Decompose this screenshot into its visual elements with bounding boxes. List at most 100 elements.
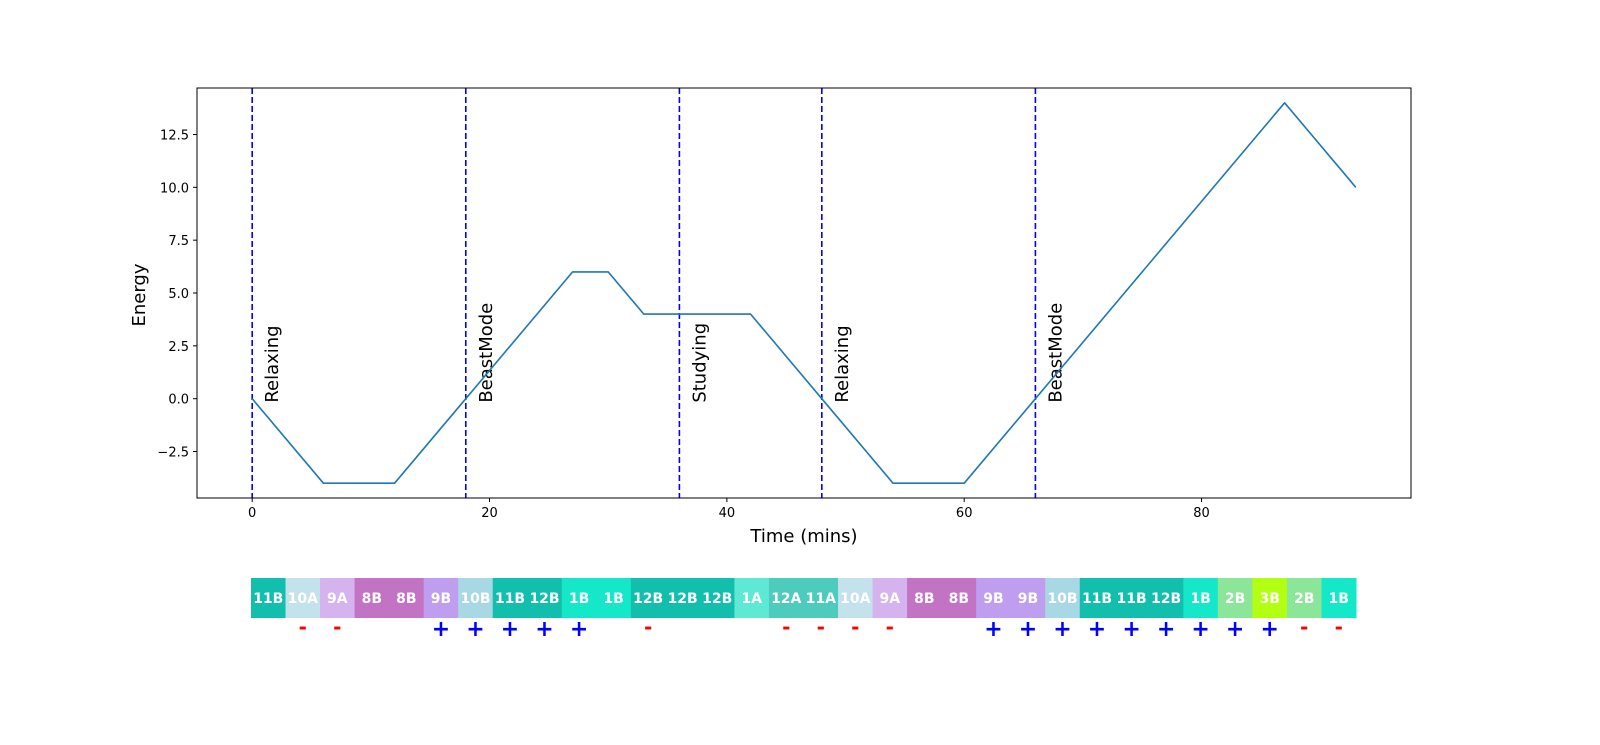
key-strip-cell [527,578,563,618]
key-strip-cell [423,578,459,618]
key-strip-cell [1286,578,1322,618]
key-strip-cell-label: 9B [431,591,451,607]
key-strip-cell [803,578,839,618]
plus-marker: + [535,617,553,642]
key-strip-cell [492,578,528,618]
plus-marker: + [1226,617,1244,642]
key-strip-cell [285,578,321,618]
y-axis-label: Energy [129,263,150,326]
y-tick-label: 2.5 [168,340,189,355]
key-strip-cell-label: 11B [1116,591,1146,607]
minus-marker: - [851,615,859,639]
key-strip-cell-label: 11B [1082,591,1112,607]
key-strip-cell-label: 2B [1225,591,1245,607]
key-strip-cell [320,578,356,618]
x-tick-label: 20 [481,506,498,521]
key-strip-cell-label: 12B [529,591,559,607]
minus-marker: - [644,615,652,639]
key-strip-cell [1321,578,1357,618]
key-strip-cell [1148,578,1184,618]
minus-marker: - [333,615,341,639]
plus-marker: + [1019,617,1037,642]
key-strip-cell-label: 12B [668,591,698,607]
key-strip-cell-label: 1B [1329,591,1349,607]
key-strip-cell [941,578,977,618]
key-strip-cell-label: 12B [633,591,663,607]
phase-label: Relaxing [262,325,283,402]
key-strip-cell [1183,578,1219,618]
key-strip-cell-label: 12B [1151,591,1181,607]
key-strip-cell [1114,578,1150,618]
key-strip-cell-label: 8B [362,591,382,607]
plus-marker: + [501,617,519,642]
key-strip-cell-label: 3B [1259,591,1279,607]
key-strip-cell-label: 8B [914,591,934,607]
plot-frame [196,87,1412,499]
phase-label: BeastMode [1045,303,1066,403]
key-strip: 11B 10A-9A-8B 8B 9B+10B+11B+12B+1B+1B 12B-12… [251,578,1357,642]
y-tick-label: 12.5 [160,128,189,143]
key-strip-cell-label: 9B [1018,591,1038,607]
key-strip-cell-label: 11B [253,591,283,607]
phase-label: Relaxing [832,325,853,402]
plus-marker: + [984,617,1002,642]
key-strip-cell-label: 10B [1047,591,1077,607]
key-strip-cell [1010,578,1046,618]
x-axis-label: Time (mins) [749,526,857,547]
plus-marker: + [466,617,484,642]
y-tick-label: 7.5 [168,234,189,249]
key-strip-cell [251,578,287,618]
key-strip-cell [596,578,632,618]
plus-marker: + [1157,617,1175,642]
key-strip-cell [630,578,666,618]
plus-marker: + [1260,617,1278,642]
key-strip-cell-label: 2B [1294,591,1314,607]
key-strip-cell-label: 1B [1190,591,1210,607]
key-strip-cell [838,578,874,618]
minus-marker: - [782,615,790,639]
key-strip-cell [1217,578,1253,618]
plus-marker: + [1053,617,1071,642]
key-strip-cell [872,578,908,618]
x-tick-label: 60 [956,506,973,521]
y-tick-label: −2.5 [157,446,189,461]
key-strip-cell [976,578,1012,618]
key-strip-cell [699,578,735,618]
key-strip-cell-label: 1A [741,591,762,607]
key-strip-cell-label: 8B [396,591,416,607]
key-strip-cell [1045,578,1081,618]
x-tick-label: 80 [1193,506,1210,521]
key-strip-cell [734,578,770,618]
key-strip-cell-label: 12A [771,591,801,607]
minus-marker: - [1335,615,1343,639]
minus-marker: - [299,615,307,639]
minus-marker: - [886,615,894,639]
key-strip-cell [1252,578,1288,618]
key-strip-cell-label: 9A [880,591,901,607]
y-tick-label: 10.0 [160,181,189,196]
minus-marker: - [1300,615,1308,639]
key-strip-cell-label: 11B [495,591,525,607]
phase-label: Studying [689,323,710,403]
key-strip-cell [458,578,494,618]
key-strip-cell-label: 10A [288,591,318,607]
phase-label: BeastMode [476,303,497,403]
key-strip-cell-label: 1B [569,591,589,607]
key-strip-cell [354,578,390,618]
key-strip-cell-label: 1B [603,591,623,607]
key-strip-cell-label: 9B [983,591,1003,607]
y-tick-label: 0.0 [168,393,189,408]
plus-marker: + [1088,617,1106,642]
key-strip-cell [1079,578,1115,618]
key-strip-cell-label: 10B [460,591,490,607]
key-strip-cell-label: 11A [806,591,836,607]
key-strip-cell-label: 8B [949,591,969,607]
plus-marker: + [1191,617,1209,642]
key-strip-cell [665,578,701,618]
plot-area: Relaxing BeastMode Studying Relaxing BeastMo… [157,87,1412,521]
key-strip-cell-label: 10A [840,591,870,607]
key-strip-cell-label: 12B [702,591,732,607]
key-strip-cell [907,578,943,618]
